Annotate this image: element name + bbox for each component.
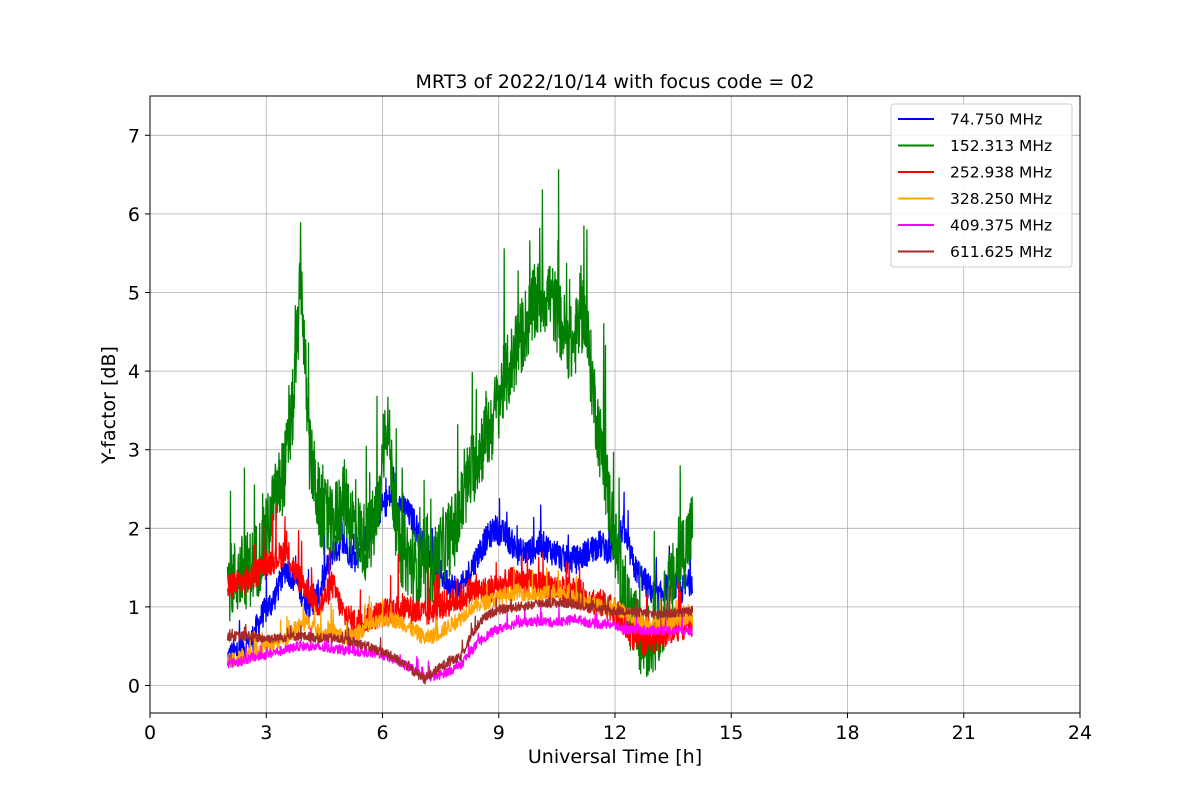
legend: 74.750 MHz 152.313 MHz 252.938 MHz 328.250 …	[890, 103, 1073, 268]
x-tick-label: 12	[603, 722, 627, 744]
y-tick-label: 3	[128, 440, 140, 462]
x-tick-label: 9	[493, 722, 505, 744]
legend-label: 409.375 MHz	[950, 217, 1052, 235]
x-tick-label: 6	[376, 722, 388, 744]
series-line-1	[226, 169, 694, 678]
x-tick-label: 21	[952, 722, 976, 744]
y-tick-label: 5	[128, 282, 140, 304]
x-tick-label: 18	[835, 722, 859, 744]
x-tick-label: 15	[719, 722, 743, 744]
x-tick-label: 24	[1068, 722, 1092, 744]
chart-title: MRT3 of 2022/10/14 with focus code = 02	[416, 71, 815, 93]
y-axis-title: Y-factor [dB]	[98, 346, 120, 465]
series-line-3	[226, 566, 694, 668]
y-tick-label: 6	[128, 204, 140, 226]
x-tick-label: 0	[144, 722, 156, 744]
series-line-4	[226, 603, 694, 682]
legend-label: 611.625 MHz	[950, 243, 1052, 261]
y-tick-label: 0	[128, 675, 140, 697]
y-tick-label: 2	[128, 518, 140, 540]
legend-label: 252.938 MHz	[950, 164, 1052, 182]
x-tick-label: 3	[260, 722, 272, 744]
series-line-5	[226, 587, 694, 685]
x-axis-title: Universal Time [h]	[528, 746, 702, 768]
y-tick-label: 4	[128, 361, 140, 383]
legend-label: 74.750 MHz	[950, 111, 1042, 129]
legend-box	[890, 103, 1073, 268]
y-tick-label: 7	[128, 125, 140, 147]
legend-label: 152.313 MHz	[950, 137, 1052, 155]
series-lines	[226, 169, 694, 685]
legend-label: 328.250 MHz	[950, 190, 1052, 208]
y-tick-label: 1	[128, 597, 140, 619]
